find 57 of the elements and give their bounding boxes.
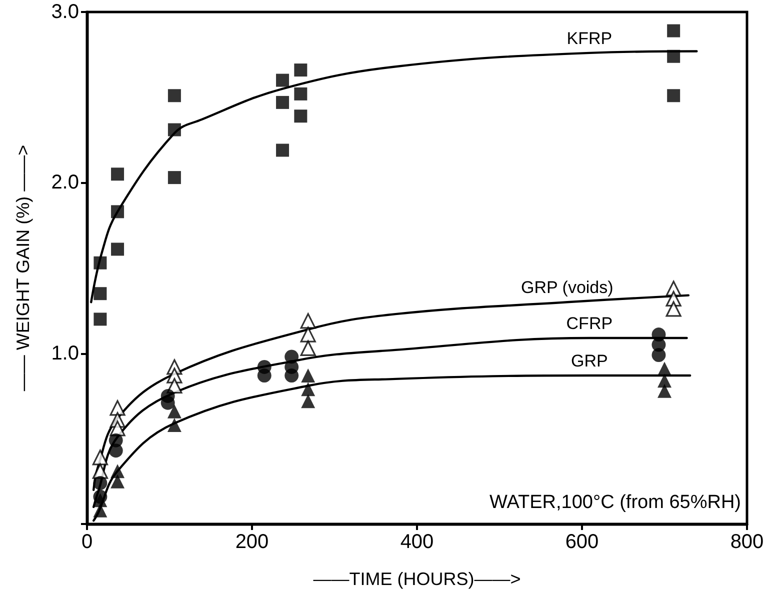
point [167, 404, 182, 418]
y-axis-title: —— WEIGHT GAIN (%) ——> [13, 144, 33, 392]
point [666, 301, 682, 317]
point [111, 168, 124, 181]
y-tick-label: 2.0 [51, 172, 79, 194]
point [93, 503, 108, 518]
point [294, 64, 308, 77]
annotation: WATER,100°C (from 65%RH) [490, 492, 742, 513]
point [276, 74, 290, 87]
point [276, 96, 290, 109]
x-tick-label: 800 [730, 531, 764, 553]
point [168, 123, 181, 136]
point [168, 89, 181, 102]
point [110, 464, 125, 478]
y-tick-label: 3.0 [51, 1, 79, 23]
x-tick-label: 400 [400, 531, 434, 553]
point [301, 382, 316, 396]
point [93, 476, 108, 490]
point [110, 474, 125, 488]
y-tick-label: 1.0 [51, 342, 79, 364]
point [93, 493, 108, 508]
point [111, 242, 124, 256]
point [658, 374, 672, 388]
point [284, 368, 299, 383]
point [667, 50, 680, 63]
point [110, 400, 126, 416]
point [167, 418, 182, 432]
x-tick-label: 0 [81, 531, 93, 553]
point [300, 340, 316, 356]
point [294, 110, 308, 123]
point [111, 205, 124, 218]
point [92, 450, 108, 466]
point [294, 87, 308, 100]
point [108, 444, 123, 458]
point [94, 312, 107, 326]
point [257, 368, 272, 383]
x-tick-label: 200 [235, 531, 269, 553]
series-label: CFRP [566, 314, 613, 333]
point [658, 362, 672, 376]
point [301, 368, 316, 383]
series-label: KFRP [566, 28, 612, 48]
x-tick-label: 600 [565, 531, 599, 553]
point [94, 256, 107, 270]
point [667, 24, 680, 38]
point [658, 384, 672, 398]
point [300, 313, 316, 329]
x-axis-title: ——TIME (HOURS)——> [313, 569, 521, 589]
point [168, 171, 181, 184]
point [652, 348, 666, 362]
series-label: GRP [571, 352, 608, 371]
point [300, 326, 316, 342]
point [160, 396, 175, 410]
point [94, 287, 107, 300]
point [667, 89, 680, 102]
series-label: GRP (voids) [521, 278, 614, 298]
point [276, 144, 290, 157]
point [301, 394, 316, 408]
